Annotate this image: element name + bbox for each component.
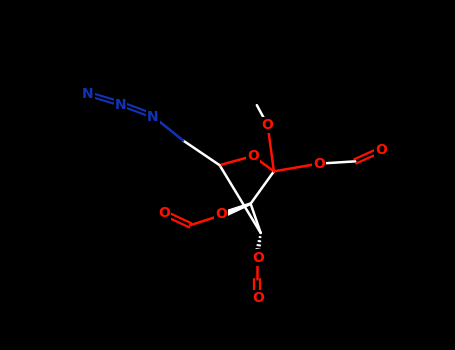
Text: O: O (215, 207, 227, 221)
Text: O: O (158, 206, 170, 220)
Polygon shape (220, 203, 251, 218)
Text: N: N (115, 98, 126, 112)
Text: N: N (82, 88, 94, 102)
Text: O: O (247, 149, 259, 163)
Text: O: O (253, 251, 264, 265)
Text: N: N (147, 111, 159, 125)
Text: O: O (313, 157, 325, 171)
Text: O: O (375, 143, 387, 157)
Text: O: O (262, 118, 273, 132)
Text: O: O (253, 290, 264, 304)
